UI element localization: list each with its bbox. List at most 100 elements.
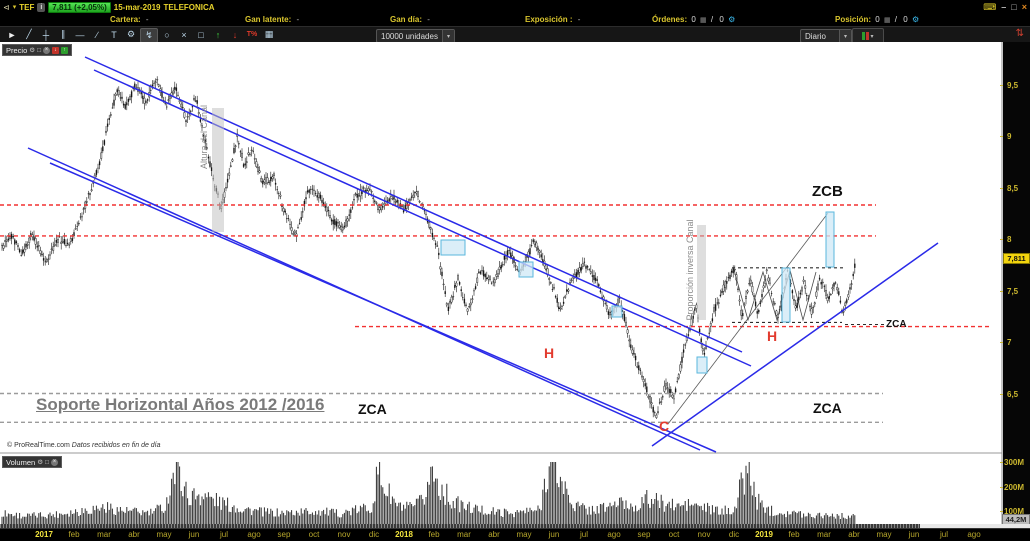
posicion-field: Posición: 0 ▦ / 0 ⚙ [835, 15, 919, 24]
time-label-may-4: may [156, 530, 172, 539]
upper-channel-1[interactable] [84, 56, 743, 353]
buy-button[interactable]: ↑ [61, 46, 69, 54]
timeframe-dropdown[interactable]: Diario ▾ [800, 29, 852, 43]
posicion-label: Posición: [835, 15, 872, 24]
highlight-box-0[interactable] [440, 239, 466, 256]
position-config-icon[interactable]: ⚙ [911, 15, 920, 24]
highlight-box-1[interactable] [518, 261, 534, 278]
timeframe-caret[interactable]: ▾ [839, 30, 851, 42]
keyboard-icon[interactable]: ⌨ [983, 1, 997, 12]
c-label: C [659, 418, 670, 434]
gan-dia-label: Gan día: [390, 15, 423, 24]
gan-dia-field: Gan día: - [390, 15, 430, 24]
highlight-box-4[interactable] [781, 267, 791, 323]
pane-window-icon[interactable]: □ [45, 458, 49, 466]
exposicion-label: Exposición : [525, 15, 573, 24]
percent-tool[interactable]: T% [246, 31, 258, 38]
pane-settings-icon[interactable]: ⚙ [29, 47, 36, 54]
last-price-badge: 7,811 [1003, 253, 1030, 265]
highlight-box-2[interactable] [611, 305, 623, 318]
time-label-sep-8: sep [277, 530, 291, 539]
lasso-tool[interactable]: ○ [164, 29, 170, 40]
price-volume-plot[interactable] [0, 42, 1030, 540]
cursor-tool[interactable]: ► [7, 29, 17, 40]
pane-close-icon[interactable]: × [50, 458, 58, 466]
up-candles [2, 78, 853, 419]
time-label-nov-22: nov [697, 530, 711, 539]
time-label-jun-29: jun [908, 530, 920, 539]
close-button[interactable]: × [1021, 2, 1027, 12]
orders-config-icon[interactable]: ⚙ [728, 15, 736, 24]
time-label-nov-10: nov [337, 530, 351, 539]
h2-label: H [767, 328, 778, 344]
highlight-box-3[interactable] [696, 356, 708, 374]
time-label-2019-24: 2019 [755, 530, 773, 539]
calculator-icon[interactable]: ▦ [883, 17, 891, 24]
timeframe-value: Diario [805, 31, 826, 41]
h1-label: H [544, 345, 555, 361]
pane-settings-icon[interactable]: ⚙ [37, 459, 44, 466]
sell-button[interactable]: ↓ [52, 46, 60, 54]
quantity-caret[interactable]: ▾ [441, 30, 454, 42]
info-icon[interactable]: i [37, 2, 46, 12]
pane-close-icon[interactable]: × [43, 46, 51, 54]
volume-pane-header: Volumen ⚙ □ × [2, 456, 62, 468]
symbol-label[interactable]: TEF [19, 2, 35, 12]
text-tool[interactable]: T [111, 29, 117, 40]
copyright-brand: © ProRealTime.com [7, 442, 70, 449]
price-tick-9,5: 9,5 [1000, 81, 1030, 90]
upper-channel-2[interactable] [93, 69, 752, 367]
lightning-tool[interactable]: ↯ [140, 28, 158, 43]
time-label-jul-18: jul [579, 530, 588, 539]
price-pane-header: Precio ⚙ □ × ↓ ↑ [2, 44, 73, 56]
trendline-tool[interactable]: ╱ [26, 29, 32, 39]
time-label-may-28: may [876, 530, 892, 539]
volume-tick-300M: 300M [1000, 458, 1030, 467]
buy-arrow-tool[interactable]: ↑ [215, 29, 221, 40]
price-axis[interactable]: 9,5 9 8,5 8 7,5 7 6,5 7,811 300M 200M 100M 44,2M [1000, 42, 1030, 528]
highlight-box-5[interactable] [825, 211, 835, 268]
instrument-name: TELEFONICA [163, 2, 215, 12]
exposicion-value: - [577, 15, 581, 24]
chart-type-caret[interactable]: ▾ [870, 33, 874, 40]
proporcion-canal-label: Proporción inversa Canal [685, 219, 695, 321]
sell-arrow-tool[interactable]: ↓ [232, 29, 238, 40]
tool-strip: ► ╱ ┼ ∥ ― ∕ T ⚙ ↯ ○ × □ ↑ ↓ T% ▦ [4, 28, 277, 43]
settings-tool[interactable]: ⚙ [126, 29, 136, 39]
price-tick-7: 7 [1000, 338, 1030, 347]
minimize-button[interactable]: – [1001, 2, 1007, 12]
lower-channel-2[interactable] [49, 162, 717, 453]
rectangle-tool[interactable]: □ [198, 29, 204, 40]
time-axis[interactable]: 2017 feb mar abr may jun jul ago sep oct nov dic 201… [0, 528, 1030, 541]
zca-level-label: ZCA [886, 319, 907, 330]
horizontal-line-tool[interactable]: ― [75, 29, 85, 40]
alert-speaker-icon[interactable]: ⊲ [3, 2, 10, 12]
symbol-dropdown-caret[interactable]: ▾ [12, 4, 17, 11]
restore-button[interactable]: □ [1011, 2, 1017, 12]
delete-tool[interactable]: ▦ [264, 29, 274, 39]
price-tick-7,5: 7,5 [1000, 287, 1030, 296]
crosshair-tool[interactable]: ┼ [42, 29, 50, 40]
measure-band-1 [697, 225, 706, 320]
pane-window-icon[interactable]: □ [37, 46, 42, 54]
measure-band-0 [212, 108, 224, 232]
scrollbar-handle[interactable] [0, 524, 920, 528]
gan-latente-label: Gan latente: [245, 15, 292, 24]
quantity-dropdown[interactable]: 10000 unidades ▾ [376, 29, 455, 43]
cut-tool[interactable]: × [181, 29, 187, 40]
gan-dia-value: - [427, 15, 430, 24]
pencil-tool[interactable]: ∕ [96, 29, 98, 40]
time-label-ago-19: ago [607, 530, 621, 539]
channel-tool[interactable]: ∥ [60, 29, 66, 39]
order-entry-icon[interactable]: ⇅ [1015, 28, 1024, 39]
ordenes-pending: 0 [719, 15, 724, 24]
volume-bars [1, 462, 856, 524]
time-label-dic-23: dic [728, 530, 740, 539]
time-label-jun-5: jun [188, 530, 200, 539]
cartera-field: Cartera: - [110, 15, 149, 24]
time-label-mar-2: mar [97, 530, 111, 539]
ascending-support[interactable] [651, 242, 939, 447]
calculator-icon[interactable]: ▦ [700, 17, 707, 24]
horizontal-scrollbar[interactable] [0, 524, 1030, 528]
chart-region: Precio ⚙ □ × ↓ ↑ Volumen ⚙ □ × ZCB ZCA Z… [0, 42, 1030, 541]
